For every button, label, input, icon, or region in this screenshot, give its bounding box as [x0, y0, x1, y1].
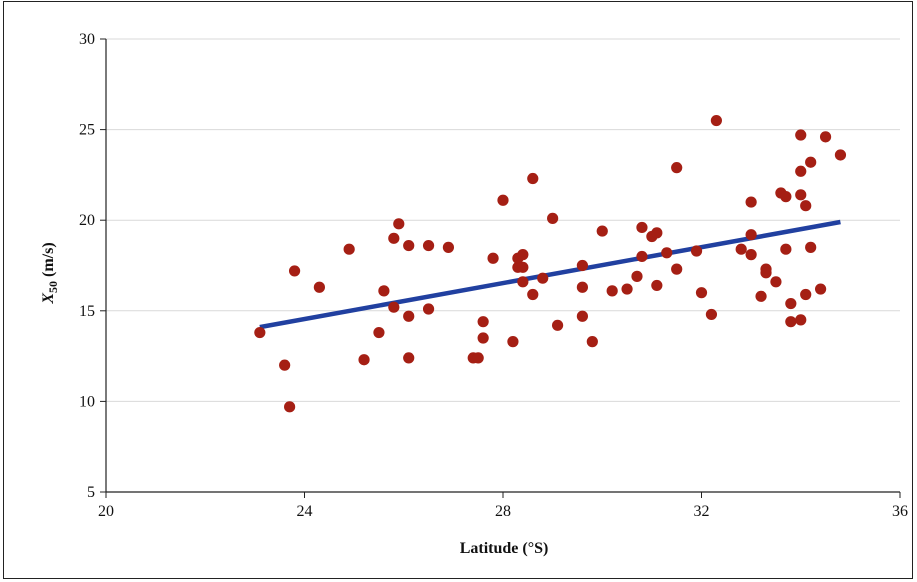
- data-point-16: [422, 303, 435, 315]
- data-point-59: [755, 290, 767, 302]
- data-point-40: [606, 285, 618, 297]
- data-point-23: [497, 194, 509, 206]
- data-point-42: [631, 270, 643, 282]
- data-point-37: [576, 310, 589, 322]
- data-point-19: [472, 352, 484, 364]
- data-point-2: [284, 401, 296, 413]
- data-point-67: [785, 316, 797, 328]
- data-point-73: [800, 288, 812, 301]
- data-point-7: [373, 326, 385, 339]
- data-point-8: [378, 285, 390, 297]
- x-tick-label-20: 20: [98, 503, 114, 520]
- trend-line: [259, 219, 841, 330]
- tick-labels: 5 10 15 20 25 30 20 24 28 32 36: [79, 31, 908, 520]
- data-point-13: [403, 310, 415, 322]
- data-point-48: [661, 247, 673, 259]
- data-point-29: [517, 276, 529, 288]
- data-point-53: [705, 308, 718, 321]
- data-point-69: [795, 165, 807, 177]
- data-point-10: [388, 301, 400, 313]
- x-axis-title: Latitude (°S): [460, 540, 549, 557]
- data-point-74: [805, 156, 817, 168]
- y-axis-title-unit: (m/s): [40, 242, 57, 281]
- data-point-43: [636, 221, 648, 234]
- y-tick-label-25: 25: [79, 122, 95, 139]
- data-point-75: [805, 241, 817, 253]
- y-tick-label-5: 5: [87, 484, 95, 501]
- data-point-44: [636, 250, 648, 263]
- x-tick-label-32: 32: [694, 503, 710, 520]
- data-point-11: [393, 218, 405, 230]
- y-tick-label-30: 30: [79, 31, 95, 48]
- data-point-9: [388, 232, 400, 244]
- data-point-24: [507, 336, 519, 348]
- data-point-0: [254, 326, 266, 339]
- data-point-35: [576, 259, 589, 272]
- data-point-12: [403, 239, 415, 252]
- y-tick-label-20: 20: [79, 212, 95, 229]
- data-point-33: [547, 212, 559, 224]
- data-point-51: [690, 245, 703, 257]
- data-point-15: [422, 239, 435, 252]
- x-tick-label-28: 28: [495, 503, 511, 520]
- gridlines: [106, 38, 900, 402]
- data-point-3: [288, 265, 301, 277]
- data-point-64: [780, 191, 792, 203]
- data-point-47: [651, 279, 663, 292]
- data-point-62: [770, 276, 782, 288]
- y-axis-title-subscript: 50: [46, 281, 60, 293]
- data-point-31: [527, 288, 539, 301]
- scatter-chart: 5 10 15 20 25 30 20 24 28 32 36 Latitude (°S) X50 …: [40, 31, 908, 557]
- data-point-5: [343, 243, 355, 255]
- trend-line-layer: [259, 219, 841, 330]
- data-point-17: [442, 241, 455, 253]
- data-point-68: [795, 129, 807, 141]
- y-axis-title-symbol: X: [40, 293, 57, 305]
- data-point-65: [780, 243, 792, 255]
- data-point-41: [621, 283, 633, 295]
- data-point-38: [586, 336, 598, 348]
- data-point-27: [517, 249, 529, 261]
- chart-frame: 5 10 15 20 25 30 20 24 28 32 36 Latitude (°S) X50 …: [3, 1, 913, 579]
- data-point-20: [477, 316, 489, 328]
- data-point-1: [279, 359, 291, 371]
- y-axis-title: X50 (m/s): [40, 242, 60, 304]
- data-point-70: [795, 189, 807, 201]
- data-point-56: [745, 196, 757, 208]
- data-point-32: [537, 272, 549, 284]
- data-point-50: [671, 162, 683, 174]
- data-point-66: [785, 297, 797, 310]
- data-point-55: [735, 243, 747, 255]
- data-point-30: [527, 172, 539, 185]
- y-tick-label-10: 10: [79, 393, 95, 410]
- data-point-34: [551, 319, 564, 331]
- data-point-78: [834, 149, 847, 161]
- data-point-49: [671, 263, 683, 275]
- data-point-58: [745, 249, 757, 261]
- data-point-52: [695, 287, 708, 299]
- data-point-21: [477, 332, 489, 344]
- data-point-6: [358, 354, 370, 366]
- data-point-61: [760, 267, 772, 279]
- data-point-54: [710, 114, 722, 127]
- data-point-72: [800, 200, 812, 212]
- y-tick-label-15: 15: [79, 303, 95, 320]
- x-tick-label-24: 24: [297, 503, 313, 520]
- data-point-57: [745, 229, 757, 241]
- data-point-39: [596, 225, 608, 237]
- data-points-layer: [254, 114, 847, 413]
- data-point-22: [487, 252, 499, 264]
- data-point-14: [403, 352, 415, 364]
- data-point-71: [795, 314, 807, 326]
- axes: [100, 38, 901, 498]
- data-point-28: [517, 261, 529, 273]
- data-point-36: [576, 281, 589, 293]
- x-tick-label-36: 36: [892, 503, 908, 520]
- data-point-46: [651, 227, 663, 239]
- data-point-4: [313, 281, 325, 293]
- data-point-77: [819, 131, 832, 143]
- data-point-76: [815, 283, 827, 295]
